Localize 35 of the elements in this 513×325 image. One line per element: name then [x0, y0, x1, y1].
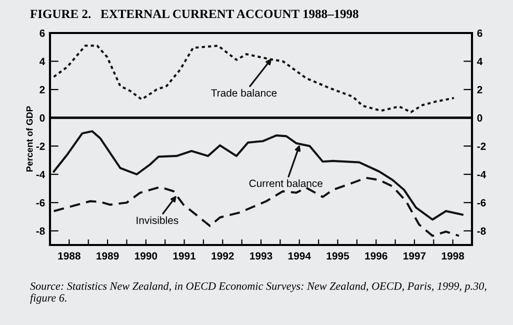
annotation: Current balance: [249, 179, 322, 188]
x-tick-label: 1998: [442, 252, 464, 260]
y-tick-label: -8: [36, 227, 45, 235]
x-tick-label: 1995: [326, 252, 350, 260]
x-tick-label: 1990: [134, 252, 158, 260]
y-tick-label: 2: [40, 86, 45, 94]
y-axis-title: Percent of GDP: [26, 106, 33, 172]
y-tick-label: -2: [36, 142, 45, 150]
x-tick-label: 1988: [58, 252, 80, 260]
y2-tick-label: -8: [477, 227, 486, 235]
x-tick-label: 1992: [212, 252, 234, 260]
line-series: [52, 176, 460, 237]
y2-tick-label: -6: [477, 199, 486, 206]
x-tick-label: 1997: [404, 252, 426, 260]
y-tick-label: 0: [40, 114, 45, 122]
y-tick-label: 4: [40, 58, 46, 66]
y2-tick-label: -4: [477, 170, 486, 178]
annotation: Invisibles: [136, 216, 178, 224]
y2-tick-label: 4: [477, 58, 483, 66]
source-note: Source: Statistics New Zealand, in OECD Economic Surveys: New Zealand, OECD, Paris, 1999, p.30, figure 6.: [30, 282, 486, 304]
y2-tick-label: 2: [477, 86, 482, 94]
line-series: [52, 44, 456, 114]
y2-tick-label: 6: [477, 30, 482, 37]
x-tick-label: 1994: [288, 252, 311, 260]
y-tick-label: 6: [40, 30, 45, 37]
annotation: Trade balance: [211, 88, 277, 97]
x-tick-label: 1991: [173, 252, 196, 260]
y-tick-label: -6: [36, 199, 45, 206]
y2-tick-label: 0: [477, 114, 482, 122]
chart-title: FIGURE 2. EXTERNAL CURRENT ACCOUNT 1988–1998: [30, 10, 358, 18]
x-tick-label: 1993: [250, 252, 272, 260]
y2-tick-label: -2: [477, 142, 486, 150]
x-tick-label: 1996: [365, 252, 388, 260]
y-tick-label: -4: [36, 170, 46, 178]
x-tick-label: 1989: [96, 252, 119, 260]
